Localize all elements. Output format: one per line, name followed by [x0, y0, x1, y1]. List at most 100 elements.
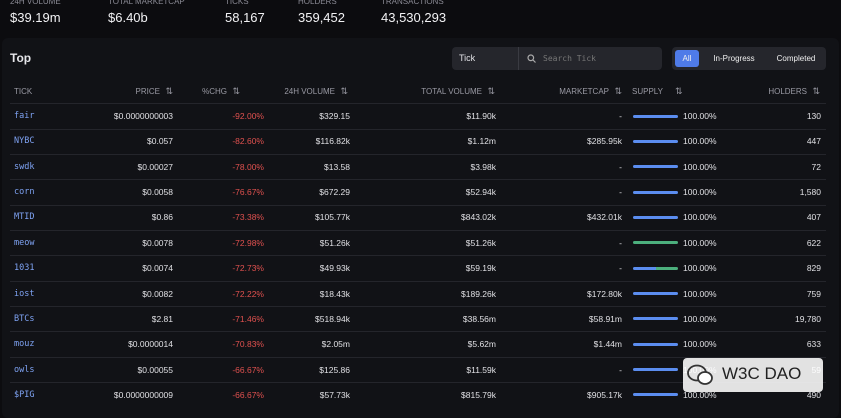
stat-label: TICKS [225, 0, 249, 6]
search-field: Tick [459, 53, 476, 63]
table-cell: $51.26k [319, 237, 350, 248]
stat-label: TRANSACTIONS [381, 0, 444, 6]
table-cell: $0.0082 [142, 288, 173, 299]
table-cell: $172.80k [587, 288, 622, 299]
tab[interactable]: In-Progress [713, 54, 755, 63]
supply-bar [633, 215, 678, 219]
table-cell: $0.00027 [137, 161, 173, 172]
search-box[interactable]: Tick Search Tick [452, 47, 662, 70]
supply-bar [633, 114, 678, 118]
table-cell: $59.19k [465, 263, 496, 274]
table-cell: $905.17k [587, 389, 622, 400]
table-cell: $843.02k [461, 212, 496, 223]
supply-bar [633, 317, 678, 321]
supply-bar-segment [633, 190, 678, 194]
watermark-icon [687, 364, 713, 385]
section-title: Top [10, 51, 32, 65]
row-separator [10, 179, 826, 181]
supply-bar-segment [633, 114, 678, 118]
column-header[interactable]: PRICE [135, 87, 160, 96]
tick-link[interactable]: swdk [14, 161, 35, 172]
table-cell: $13.58 [324, 161, 350, 172]
table-cell: $0.0078 [142, 237, 173, 248]
table-cell: 100.00% [683, 161, 717, 172]
column-header[interactable]: 24H VOLUME [284, 87, 335, 96]
row-separator [10, 229, 826, 231]
sort-icon: ⇅ [812, 86, 820, 96]
sort-icon: ⇅ [487, 86, 495, 96]
supply-bar-segment [633, 266, 656, 270]
column-header[interactable]: HOLDERS [768, 87, 807, 96]
table-cell: -66.67% [232, 389, 264, 400]
table-cell: $0.86 [151, 212, 173, 223]
table-cell: - [619, 187, 622, 198]
column-header[interactable]: TOTAL VOLUME [421, 87, 482, 96]
table-cell: $58.91m [588, 313, 622, 324]
stat-value: $6.40b [108, 10, 148, 25]
tab[interactable]: All [675, 50, 699, 67]
table-cell: - [619, 263, 622, 274]
tick-link[interactable]: iost [14, 288, 35, 299]
stat-value: $39.19m [10, 10, 61, 25]
table-cell: -76.67% [232, 187, 264, 198]
table-cell: 447 [806, 136, 821, 147]
table-cell: $285.95k [587, 136, 622, 147]
tick-link[interactable]: BTCs [14, 313, 35, 324]
supply-bar [633, 165, 678, 169]
sort-icon: ⇅ [675, 86, 683, 96]
column-header[interactable]: MARKETCAP [559, 87, 609, 96]
table-cell: $11.90k [466, 111, 496, 121]
watermark: W3C DAO [722, 364, 802, 383]
row-separator [10, 128, 826, 130]
table-cell: -78.00% [232, 161, 264, 172]
tab[interactable]: Completed [776, 54, 816, 63]
stat-value: 43,530,293 [381, 10, 447, 25]
table-cell: -72.22% [232, 288, 264, 299]
table-cell: $672.29 [319, 187, 350, 198]
tick-link[interactable]: corn [14, 187, 35, 198]
stat-label: HOLDERS [298, 0, 337, 6]
supply-bar-segment [633, 292, 678, 296]
row-separator [10, 331, 826, 333]
table-cell: 100.00% [683, 237, 717, 248]
table-cell: 759 [806, 288, 821, 299]
table-cell: $0.0074 [142, 263, 173, 274]
table-cell: $18.43k [319, 288, 350, 299]
table-cell: $51.26k [465, 237, 496, 248]
tick-link[interactable]: $PIG [14, 389, 35, 400]
table-cell: 100.00% [683, 288, 717, 299]
table-cell: 100.00% [683, 263, 717, 274]
supply-bar [633, 139, 678, 143]
sort-icon: ⇅ [165, 86, 173, 96]
tick-link[interactable]: owls [14, 364, 35, 375]
sort-icon: ⇅ [614, 86, 622, 96]
table-cell: $432.01k [587, 212, 622, 223]
table-cell: -70.83% [232, 339, 264, 350]
stat-label: TOTAL MARKETCAP [108, 0, 185, 6]
table-cell: 100.00% [683, 111, 717, 121]
table-cell: $2.81 [151, 313, 173, 324]
tick-link[interactable]: NYBC [14, 136, 35, 147]
tick-link[interactable]: 1031 [14, 263, 35, 274]
tick-link[interactable]: mouz [14, 339, 35, 350]
supply-bar [633, 292, 678, 296]
table-cell: $189.26k [461, 288, 496, 299]
table-cell: 100.00% [683, 212, 717, 223]
table-cell: -72.98% [232, 237, 264, 248]
table-cell: $11.59k [466, 364, 496, 375]
table-cell: $1.12m [467, 136, 496, 147]
table-cell: 100.00% [683, 187, 717, 198]
table-cell: 633 [806, 339, 821, 350]
table-cell: 407 [806, 212, 821, 223]
column-header[interactable]: SUPPLY [632, 87, 663, 96]
supply-bar-segment [633, 215, 678, 219]
table-cell: 490 [806, 389, 821, 400]
tick-link[interactable]: fair [14, 111, 35, 121]
supply-bar [633, 241, 678, 245]
supply-bar [633, 266, 678, 270]
column-header[interactable]: %CHG [202, 87, 227, 96]
table-cell: $0.057 [147, 136, 173, 147]
tick-link[interactable]: MTID [14, 212, 35, 223]
tick-link[interactable]: meow [14, 237, 35, 248]
table-cell: $0.0058 [142, 187, 173, 198]
